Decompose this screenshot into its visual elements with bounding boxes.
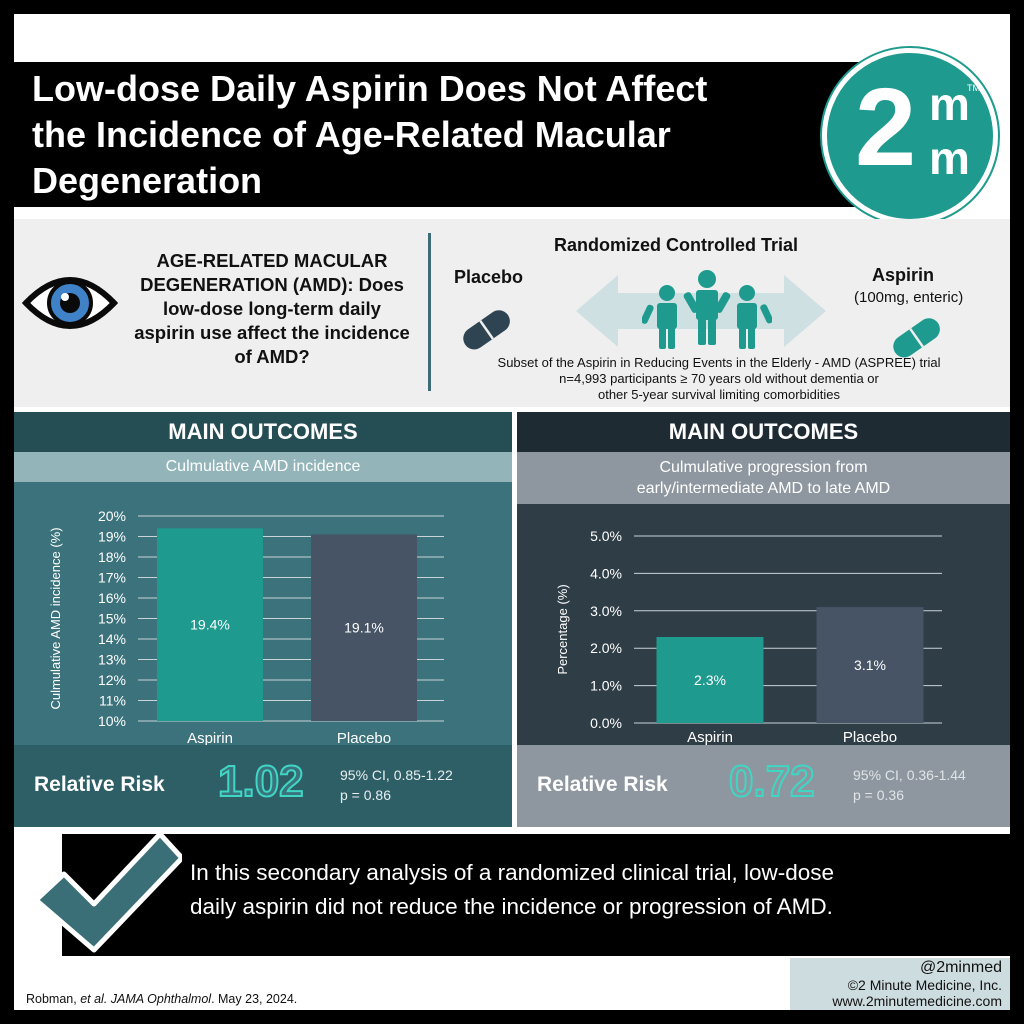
ci-text: 95% CI, 0.85-1.22: [340, 767, 453, 783]
chart-area: 10% 11% 12% 13% 14% 15% 16% 17% 18% 19% 20% Culmula…: [14, 482, 512, 747]
relative-risk-label: Relative Risk: [537, 773, 668, 796]
y-tick-label: 12%: [98, 672, 126, 688]
pill-icon: [893, 318, 940, 358]
brand-logo: 2 m m TM: [822, 48, 998, 224]
logo-letter-top: m: [929, 78, 970, 130]
infographic-frame: Low-dose Daily Aspirin Does Not Affect t…: [14, 14, 1010, 1010]
subheading-line: early/intermediate AMD to late AMD: [636, 480, 891, 497]
conclusion-line: daily aspirin did not reduce the inciden…: [190, 894, 833, 919]
chart-area: 0.0% 1.0% 2.0% 3.0% 4.0% 5.0% Percentage (%) 2.…: [517, 504, 1010, 746]
citation-etal: et al.: [80, 992, 108, 1006]
y-tick-label: 17%: [98, 570, 126, 586]
aspirin-label: Aspirin: [872, 265, 935, 285]
y-tick-label: 14%: [98, 631, 126, 647]
aspirin-dose: (100mg, enteric): [854, 289, 964, 306]
title-line: Low-dose Daily Aspirin Does Not Affect: [32, 68, 708, 109]
y-tick-label: 4.0%: [590, 565, 622, 581]
checkmark-icon: [33, 831, 182, 953]
website-link[interactable]: www.2minutemedicine.com: [832, 993, 1002, 1009]
panel-heading: MAIN OUTCOMES: [14, 412, 512, 452]
p-value: p = 0.86: [340, 787, 391, 803]
relative-risk-row: Relative Risk 1.02 95% CI, 0.85-1.22 p =…: [14, 745, 512, 827]
subheading-line: Culmulative progression from: [659, 459, 868, 476]
panel-subheading: Culmulative AMD incidence: [14, 452, 512, 482]
y-tick-label: 10%: [98, 713, 126, 729]
logo-numeral: 2: [855, 66, 917, 189]
y-tick-label: 18%: [98, 549, 126, 565]
people-icon: [642, 270, 772, 349]
social-handle: @2minmed: [919, 959, 1002, 976]
x-category-label: Placebo: [337, 730, 391, 745]
incidence-bar-chart: 10% 11% 12% 13% 14% 15% 16% 17% 18% 19% 20% Culmula…: [48, 508, 444, 747]
y-tick-label: 5.0%: [590, 528, 622, 544]
y-tick-label: 16%: [98, 590, 126, 606]
pill-icon: [463, 310, 510, 350]
panel-subheading: Culmulative progression from early/inter…: [517, 452, 1010, 504]
eye-icon: [22, 277, 118, 329]
y-tick-label: 20%: [98, 508, 126, 524]
relative-risk-row: Relative Risk 0.72 95% CI, 0.36-1.44 p =…: [517, 745, 1010, 827]
copyright: ©2 Minute Medicine, Inc.: [847, 977, 1002, 993]
bar: [656, 636, 764, 723]
y-axis-label: Percentage (%): [555, 584, 570, 674]
bar-value-label: 19.4%: [190, 617, 230, 633]
citation-date: . May 23, 2024.: [211, 992, 298, 1006]
relative-risk-value: 0.72: [728, 756, 816, 807]
conclusion-line: In this secondary analysis of a randomiz…: [190, 860, 835, 885]
citation-author: Robman,: [26, 992, 81, 1006]
trial-line: n=4,993 participants ≥ 70 years old with…: [559, 371, 879, 386]
x-category-label: Placebo: [843, 729, 897, 745]
trial-line: other 5-year survival limiting comorbidi…: [597, 387, 841, 402]
page-title: Low-dose Daily Aspirin Does Not Affect t…: [32, 66, 812, 204]
y-tick-label: 13%: [98, 652, 126, 668]
y-tick-label: 11%: [99, 693, 126, 709]
title-line: the Incidence of Age-Related Macular: [32, 114, 671, 155]
ci-text: 95% CI, 0.36-1.44: [853, 767, 966, 783]
conclusion-banner: In this secondary analysis of a randomiz…: [62, 834, 1010, 956]
placebo-label: Placebo: [454, 267, 524, 287]
y-tick-label: 19%: [98, 529, 126, 545]
relative-risk-value: 1.02: [217, 756, 305, 807]
bar: [157, 528, 263, 721]
confidence-interval: 95% CI, 0.36-1.44 p = 0.36: [853, 765, 966, 805]
relative-risk-label: Relative Risk: [34, 773, 165, 796]
header-banner: Low-dose Daily Aspirin Does Not Affect t…: [14, 62, 874, 207]
intro-section: AGE-RELATED MACULAR DEGENERATION (AMD): …: [14, 219, 1010, 407]
conclusion-text: In this secondary analysis of a randomiz…: [190, 856, 990, 924]
bar: [311, 534, 417, 721]
bar-value-label: 2.3%: [694, 672, 726, 688]
x-category-label: Aspirin: [687, 729, 733, 745]
title-line: Degeneration: [32, 160, 263, 201]
logo-trademark: TM: [967, 83, 980, 93]
progression-bar-chart: 0.0% 1.0% 2.0% 3.0% 4.0% 5.0% Percentage (%) 2.…: [555, 528, 942, 746]
y-tick-label: 3.0%: [590, 603, 622, 619]
rct-title: Randomized Controlled Trial: [554, 235, 799, 255]
y-tick-label: 2.0%: [590, 640, 622, 656]
bar: [816, 607, 924, 723]
citation-journal: JAMA Ophthalmol: [110, 992, 212, 1006]
outcome-panel-progression: MAIN OUTCOMES Culmulative progression fr…: [517, 412, 1010, 827]
confidence-interval: 95% CI, 0.85-1.22 p = 0.86: [340, 765, 453, 805]
research-question: AGE-RELATED MACULAR DEGENERATION (AMD): …: [134, 250, 410, 367]
logo-letter-bottom: m: [929, 132, 970, 184]
intro-divider: [428, 233, 431, 391]
panel-heading: MAIN OUTCOMES: [517, 412, 1010, 452]
y-tick-label: 1.0%: [590, 678, 622, 694]
citation: Robman, et al. JAMA Ophthalmol. May 23, …: [26, 992, 297, 1006]
bar-value-label: 19.1%: [344, 620, 384, 636]
credit-box: @2minmed ©2 Minute Medicine, Inc. www.2m…: [790, 958, 1010, 1010]
trial-line: Subset of the Aspirin in Reducing Events…: [497, 355, 941, 370]
y-tick-label: 0.0%: [590, 715, 622, 731]
y-tick-label: 15%: [98, 611, 126, 627]
y-axis-label: Culmulative AMD incidence (%): [48, 527, 63, 709]
bar-value-label: 3.1%: [854, 657, 886, 673]
x-category-label: Aspirin: [187, 730, 233, 745]
p-value: p = 0.36: [853, 787, 904, 803]
trial-description: Subset of the Aspirin in Reducing Events…: [444, 355, 994, 403]
outcome-panel-incidence: MAIN OUTCOMES Culmulative AMD incidence …: [14, 412, 512, 827]
